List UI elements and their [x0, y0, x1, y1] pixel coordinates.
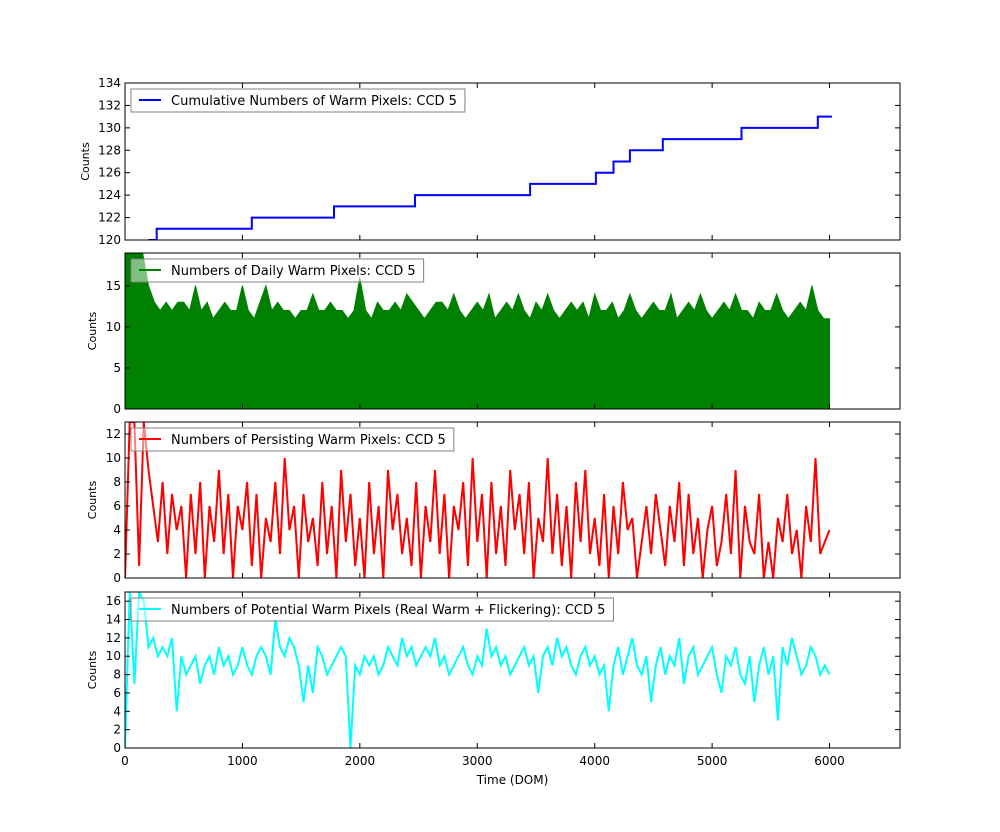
y-tick-label: 5 — [113, 361, 121, 375]
y-tick-label: 124 — [98, 188, 121, 202]
series-line — [148, 115, 832, 240]
y-tick-label: 126 — [98, 166, 121, 180]
y-tick-label: 132 — [98, 98, 121, 112]
y-tick-label: 12 — [106, 631, 121, 645]
legend: Numbers of Daily Warm Pixels: CCD 5 — [130, 258, 425, 283]
y-tick-label: 122 — [98, 211, 121, 225]
x-axis-label: Time (DOM) — [476, 773, 549, 787]
series-group — [148, 115, 832, 240]
y-tick-label: 4 — [113, 704, 121, 718]
y-tick-label: 14 — [106, 613, 121, 627]
plot-frame — [124, 82, 901, 241]
y-tick-label: 6 — [113, 686, 121, 700]
series-line — [125, 422, 831, 578]
y-tick-label: 0 — [113, 571, 121, 585]
y-tick-label: 2 — [113, 723, 121, 737]
series-group — [125, 253, 830, 409]
plot-frame — [124, 421, 901, 579]
y-tick-label: 15 — [106, 279, 121, 293]
series-area — [125, 253, 830, 409]
x-tick-label: 5000 — [697, 754, 728, 768]
y-tick-label: 16 — [106, 594, 121, 608]
plot-frame — [124, 591, 901, 749]
series-group — [125, 592, 831, 748]
x-tick-label: 3000 — [462, 754, 493, 768]
y-tick-label: 6 — [113, 499, 121, 513]
y-axis-label: Counts — [86, 651, 99, 690]
y-axis-label: Counts — [86, 481, 99, 520]
x-tick-label: 6000 — [814, 754, 845, 768]
x-tick-label: 2000 — [345, 754, 376, 768]
y-tick-label: 10 — [106, 451, 121, 465]
legend-box — [130, 88, 466, 113]
y-tick-label: 0 — [113, 741, 121, 755]
x-tick-label: 0 — [121, 754, 129, 768]
y-tick-label: 8 — [113, 668, 121, 682]
y-axis-label: Counts — [79, 142, 92, 181]
y-tick-label: 4 — [113, 523, 121, 537]
panel-2: 0 5 10 15 Counts Numbers of Daily Warm Pixels… — [86, 252, 901, 416]
y-tick-label: 0 — [113, 402, 121, 416]
y-tick-label: 134 — [98, 76, 121, 90]
legend-box — [130, 427, 455, 452]
x-tick-label: 1000 — [227, 754, 258, 768]
x-tick-label: 4000 — [579, 754, 610, 768]
legend: Numbers of Persisting Warm Pixels: CCD 5 — [130, 427, 455, 452]
y-tick-label: 120 — [98, 233, 121, 247]
legend: Cumulative Numbers of Warm Pixels: CCD 5 — [130, 88, 466, 113]
y-tick-label: 10 — [106, 649, 121, 663]
y-tick-label: 8 — [113, 475, 121, 489]
legend-box — [130, 597, 614, 622]
plot-frame — [124, 252, 901, 410]
legend: Numbers of Potential Warm Pixels (Real W… — [130, 597, 614, 622]
y-tick-label: 2 — [113, 547, 121, 561]
y-axis-label: Counts — [86, 312, 99, 351]
legend-text: Numbers of Potential Warm Pixels (Real W… — [171, 603, 605, 618]
series-line — [125, 592, 831, 748]
panel-3: 0 2 4 6 8 10 12 Counts Numbers of Persisting War… — [86, 421, 901, 585]
y-tick-label: 130 — [98, 121, 121, 135]
y-tick-label: 10 — [106, 320, 121, 334]
y-tick-label: 12 — [106, 427, 121, 441]
panel-4: 0 2 4 6 8 10 12 14 16 0 1000 2000 3000 4000 5000 6000 Co… — [86, 591, 901, 787]
legend-text: Cumulative Numbers of Warm Pixels: CCD 5 — [171, 94, 457, 109]
series-group — [125, 422, 831, 578]
legend-text: Numbers of Daily Warm Pixels: CCD 5 — [171, 264, 416, 279]
legend-text: Numbers of Persisting Warm Pixels: CCD 5 — [171, 433, 446, 448]
panel-1: 120 122 124 126 128 130 132 134 Counts Cumulative… — [79, 76, 901, 247]
legend-box — [130, 258, 425, 283]
y-tick-label: 128 — [98, 143, 121, 157]
